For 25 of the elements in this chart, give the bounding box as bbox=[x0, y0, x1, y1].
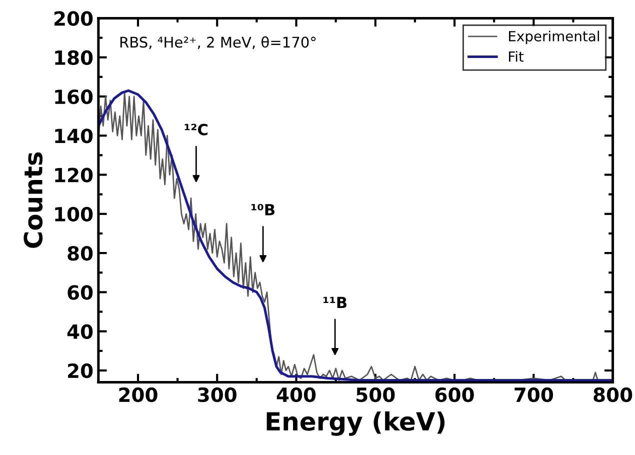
y-tick-label: 100 bbox=[55, 206, 93, 222]
y-axis-title: Counts bbox=[24, 152, 43, 248]
annotation: ¹⁰B bbox=[251, 204, 274, 216]
y-tick-label: 200 bbox=[54, 11, 93, 26]
x-tick-label: 300 bbox=[198, 387, 236, 402]
y-tick-label: 160 bbox=[55, 89, 93, 104]
annotation: ¹²C bbox=[184, 124, 208, 136]
y-tick-label: 180 bbox=[55, 50, 93, 66]
y-tick-label: 20 bbox=[68, 363, 93, 378]
x-tick-label: 200 bbox=[119, 387, 158, 402]
y-tick-label: 140 bbox=[55, 128, 93, 144]
annotation: RBS, ⁴He²⁺, 2 MeV, θ=170° bbox=[120, 36, 316, 50]
y-tick-label: 120 bbox=[55, 168, 93, 182]
x-tick-label: 500 bbox=[356, 387, 395, 402]
x-tick-label: 600 bbox=[435, 387, 474, 402]
x-tick-label: 700 bbox=[514, 387, 554, 402]
x-axis-title: Energy (keV) bbox=[266, 411, 445, 436]
legend-label: Experimental bbox=[509, 30, 599, 44]
y-tick-label: 80 bbox=[68, 246, 93, 261]
x-tick-label: 400 bbox=[276, 387, 316, 402]
y-tick-label: 60 bbox=[68, 285, 93, 300]
x-tick-label: 800 bbox=[594, 387, 632, 402]
annotation: ¹¹B bbox=[323, 296, 346, 308]
y-tick-label: 40 bbox=[67, 324, 93, 339]
legend-label: Fit bbox=[509, 51, 524, 62]
